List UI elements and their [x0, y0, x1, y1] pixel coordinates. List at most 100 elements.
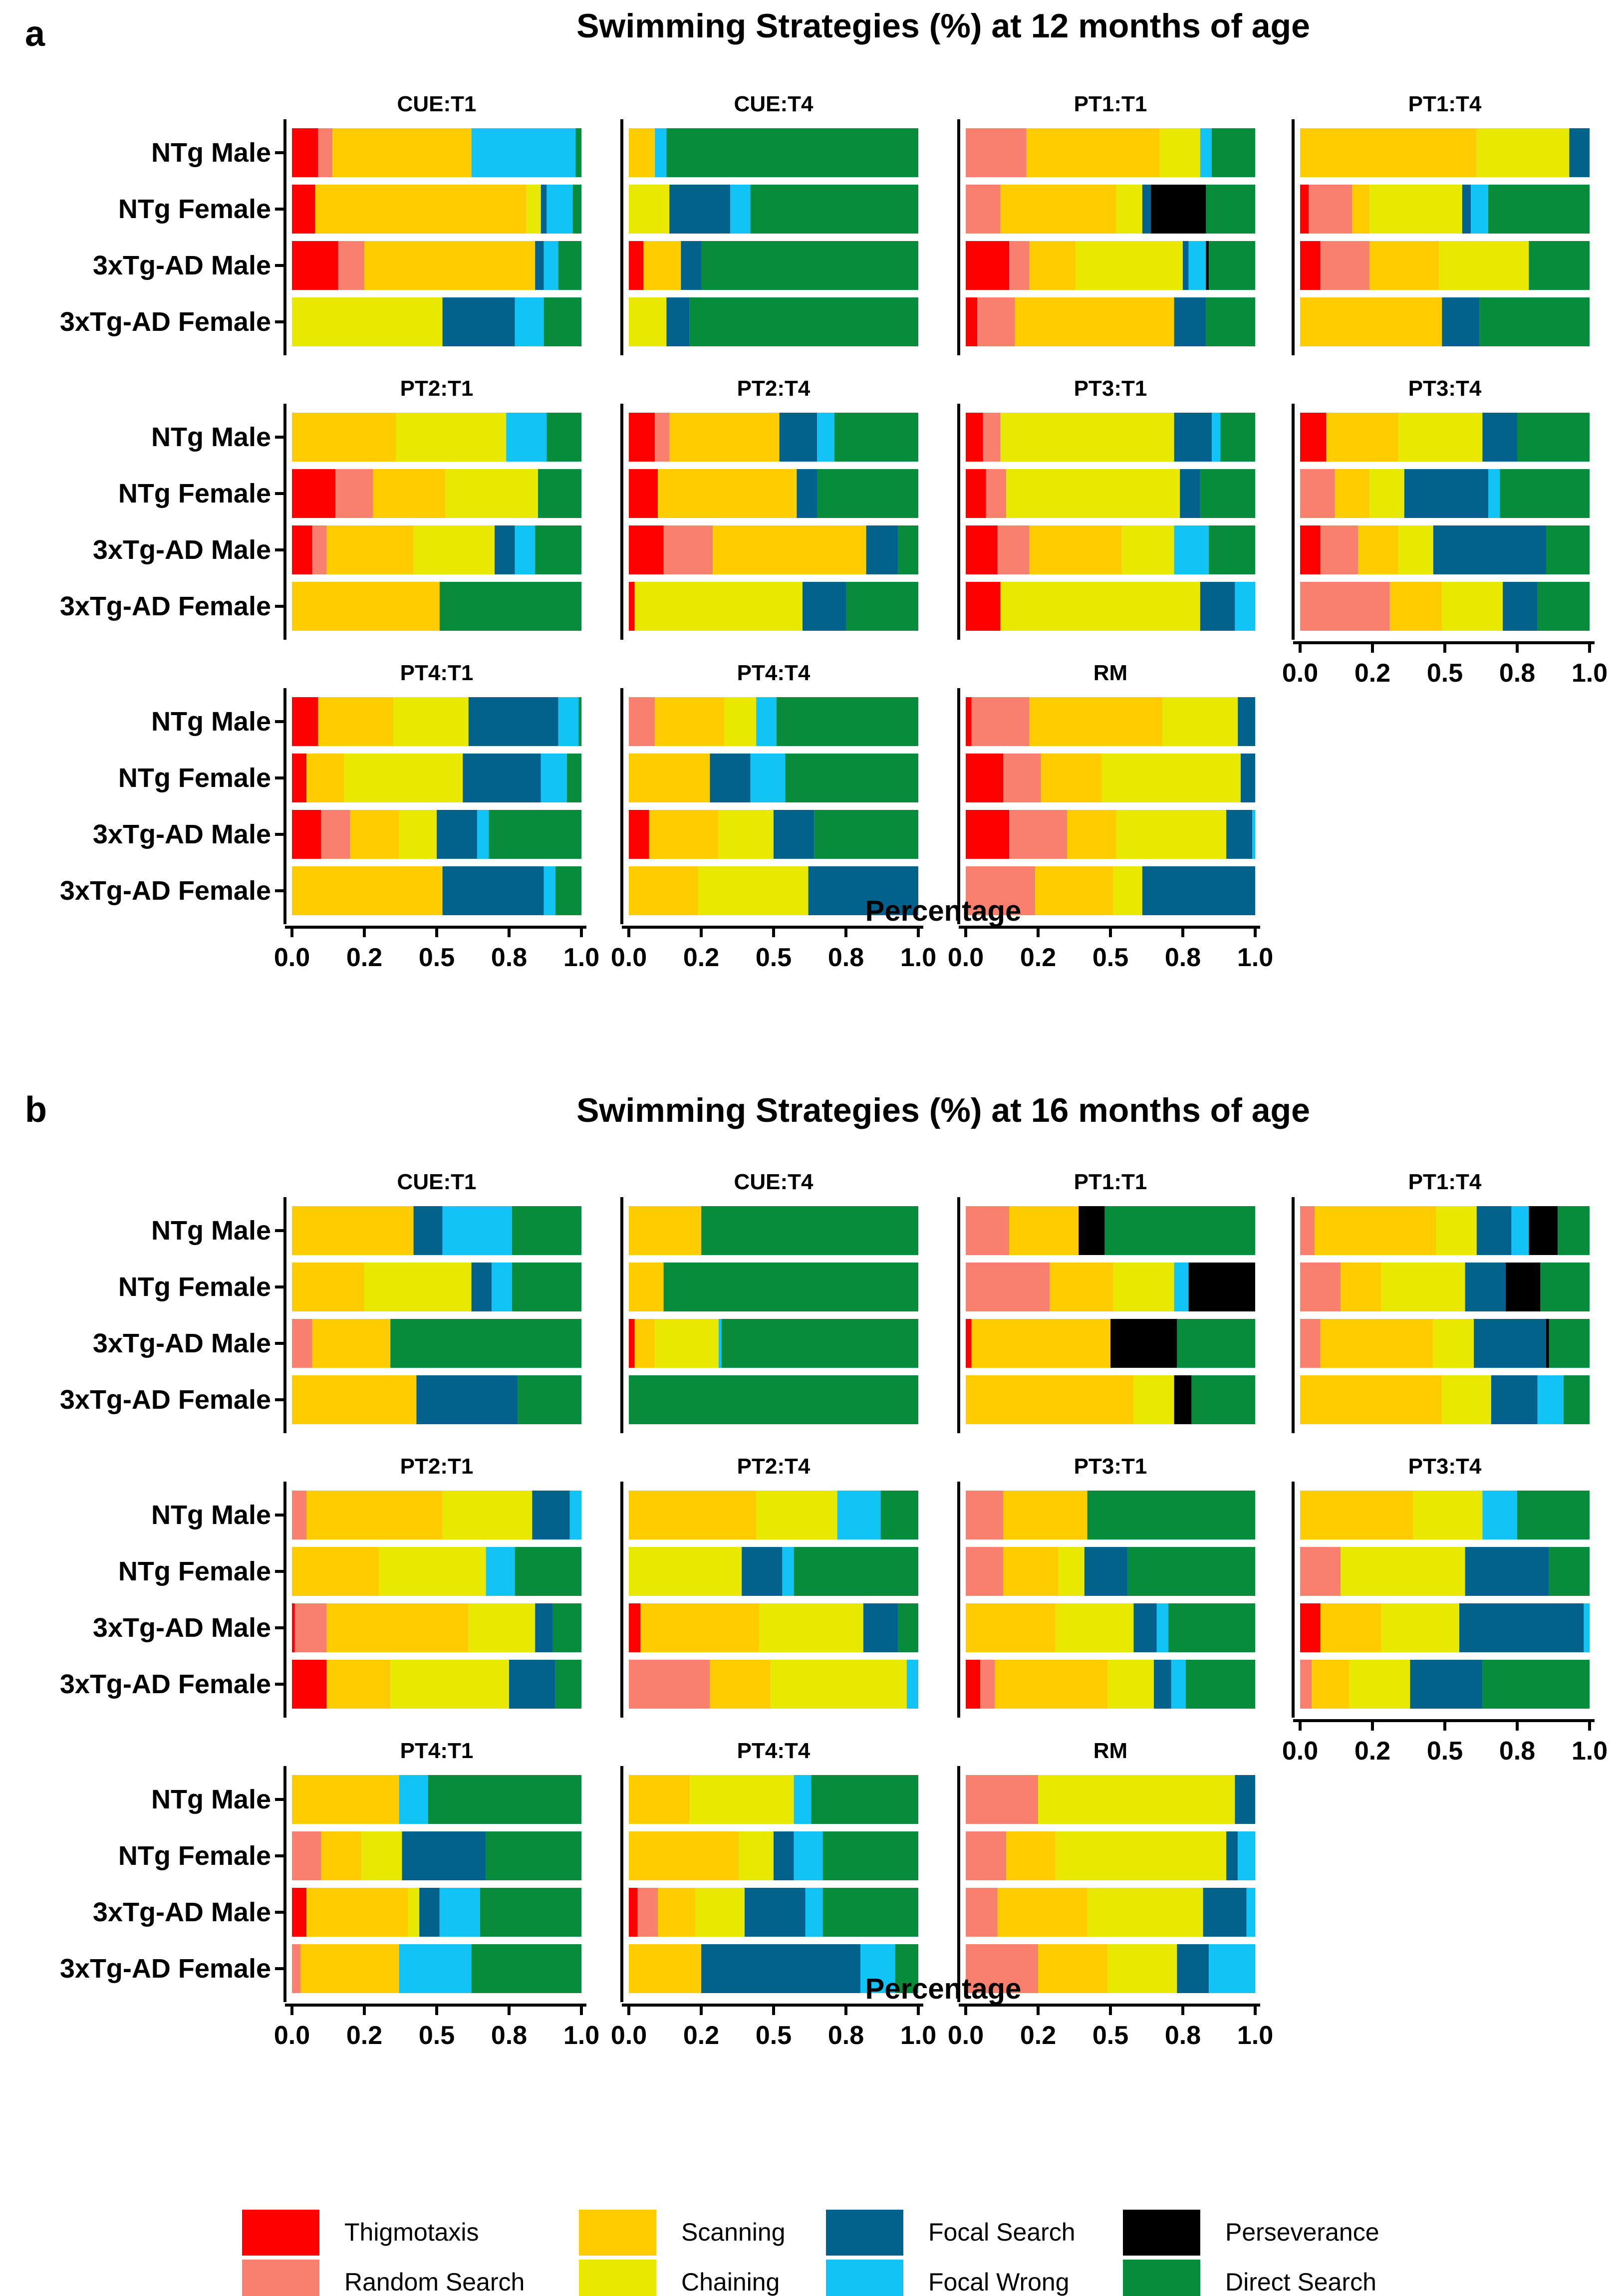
- legend-label-direct-search: Direct Search: [1225, 2268, 1376, 2296]
- bar-segment-focal-wrong: [1488, 469, 1500, 518]
- bar-segment-random-search: [318, 128, 333, 177]
- facet-pt3-t1: PT3:T1: [957, 376, 1255, 640]
- bar-segment-direct-search: [776, 697, 918, 746]
- bar-segment-scanning: [315, 185, 527, 234]
- bar-segment-direct-search: [721, 1319, 918, 1368]
- bar-segment-random-search: [966, 1944, 1038, 1993]
- bar-segment-chaining: [1107, 1944, 1177, 1993]
- bar-segment-scanning: [713, 525, 866, 574]
- bar-segment-chaining: [442, 1491, 533, 1539]
- group-label: 3xTg-AD Male: [93, 535, 271, 565]
- x-tick-label: 0.2: [1020, 943, 1056, 972]
- legend-label-thigmotaxis: Thigmotaxis: [344, 2218, 479, 2246]
- bar-segment-focal-search: [1404, 469, 1488, 518]
- bar-segment-focal-search: [1459, 1603, 1584, 1652]
- bar-segment-direct-search: [572, 185, 581, 234]
- bar-segment-focal-wrong: [906, 1660, 918, 1709]
- facet-title: PT3:T4: [1408, 1454, 1482, 1479]
- bar-segment-focal-search: [866, 525, 898, 574]
- bar-segment-scanning: [669, 413, 780, 462]
- bar-segment-random-search: [292, 1944, 301, 1993]
- bar-segment-thigmotaxis: [292, 1888, 306, 1937]
- bar-segment-focal-search: [468, 697, 558, 746]
- bar-segment-chaining: [1055, 1603, 1134, 1652]
- bar-segment-focal-search: [1238, 697, 1255, 746]
- bar-segment-scanning: [292, 1775, 399, 1824]
- bar-segment-perseverance: [1546, 1319, 1549, 1368]
- group-label: 3xTg-AD Female: [60, 1385, 271, 1415]
- bar-segment-perseverance: [1188, 1263, 1255, 1311]
- bar-segment-chaining: [718, 810, 774, 859]
- bar-segment-focal-wrong: [492, 1263, 512, 1311]
- bar-segment-focal-search: [1465, 1547, 1549, 1596]
- panel-letter: a: [25, 14, 45, 54]
- bar-segment-direct-search: [1177, 1319, 1255, 1368]
- x-tick-label: 0.0: [274, 943, 310, 972]
- bar-segment-direct-search: [1488, 185, 1590, 234]
- facet-pt4-t4: PT4:T4 0.0 0.2 0.5 0.8 1.0: [611, 1739, 936, 2050]
- bar-segment-scanning: [1050, 1263, 1113, 1311]
- bar-segment-direct-search: [552, 1603, 581, 1652]
- group-label: NTg Female: [118, 1556, 271, 1586]
- bar-segment-focal-wrong: [486, 1547, 515, 1596]
- bar-segment-direct-search: [1212, 128, 1255, 177]
- bar-segment-thigmotaxis: [1300, 185, 1309, 234]
- bar-segment-thigmotaxis: [1300, 1603, 1321, 1652]
- bar-segment-random-search: [966, 1547, 1004, 1596]
- bar-segment-focal-wrong: [546, 185, 573, 234]
- bar-segment-thigmotaxis: [292, 1603, 295, 1652]
- bar-segment-direct-search: [543, 297, 581, 346]
- legend-swatch-direct-search: [1123, 2260, 1200, 2296]
- group-label: 3xTg-AD Male: [93, 1328, 271, 1358]
- bar-segment-direct-search: [515, 1547, 581, 1596]
- bar-segment-direct-search: [1209, 525, 1255, 574]
- bar-segment-thigmotaxis: [966, 241, 1009, 290]
- bar-segment-random-search: [1300, 1547, 1341, 1596]
- bar-segment-thigmotaxis: [292, 469, 335, 518]
- bar-segment-thigmotaxis: [1300, 413, 1327, 462]
- bar-segment-thigmotaxis: [629, 525, 664, 574]
- bar-segment-scanning: [326, 525, 414, 574]
- bar-segment-direct-search: [578, 697, 581, 746]
- bar-segment-direct-search: [895, 1944, 918, 1993]
- bar-segment-focal-wrong: [655, 128, 667, 177]
- legend-swatch-perseverance: [1123, 2210, 1200, 2256]
- bar-segment-focal-search: [1203, 1888, 1247, 1937]
- group-label: 3xTg-AD Female: [60, 1669, 271, 1699]
- facet-title: PT1:T4: [1408, 92, 1482, 116]
- bar-segment-chaining: [698, 866, 809, 915]
- bar-segment-chaining: [413, 525, 495, 574]
- facet-cue-t1: CUE:T1 NTg Male NTg Female 3xTg-AD Male 3xTg…: [60, 1170, 581, 1433]
- bar-segment-direct-search: [1206, 297, 1255, 346]
- x-tick-label: 1.0: [563, 2021, 599, 2050]
- bar-segment-focal-search: [1226, 1831, 1238, 1880]
- bar-segment-chaining: [1122, 525, 1174, 574]
- bar-segment-scanning: [1369, 241, 1439, 290]
- bar-segment-focal-wrong: [1174, 525, 1209, 574]
- bar-segment-chaining: [655, 1319, 719, 1368]
- bar-segment-scanning: [655, 697, 725, 746]
- x-tick-label: 0.8: [1499, 659, 1535, 688]
- bar-segment-thigmotaxis: [629, 1888, 638, 1937]
- bar-segment-focal-search: [532, 1491, 570, 1539]
- bar-segment-chaining: [1369, 469, 1404, 518]
- bar-segment-direct-search: [1191, 1375, 1255, 1424]
- bar-segment-chaining: [1381, 1603, 1459, 1652]
- bar-segment-direct-search: [811, 1775, 918, 1824]
- facet-pt4-t1: PT4:T1 NTg Male NTg Female 3xTg-AD Male 3xTg…: [60, 1739, 599, 2050]
- bar-segment-scanning: [1352, 185, 1370, 234]
- bar-segment-chaining: [1133, 1375, 1174, 1424]
- bar-segment-focal-wrong: [1174, 1263, 1189, 1311]
- bar-segment-direct-search: [1517, 1491, 1590, 1539]
- bar-segment-direct-search: [1549, 1547, 1590, 1596]
- bar-segment-direct-search: [439, 582, 581, 631]
- bar-segment-direct-search: [575, 128, 581, 177]
- bar-segment-direct-search: [567, 754, 581, 802]
- bar-segment-chaining: [1000, 413, 1174, 462]
- bar-segment-chaining: [1113, 866, 1142, 915]
- bar-segment-chaining: [1349, 1660, 1410, 1709]
- facet-rm: RM 0.0 0.2 0.5 0.8 1.0: [948, 1739, 1273, 2050]
- bar-segment-random-search: [312, 525, 327, 574]
- bar-segment-chaining: [695, 1888, 745, 1937]
